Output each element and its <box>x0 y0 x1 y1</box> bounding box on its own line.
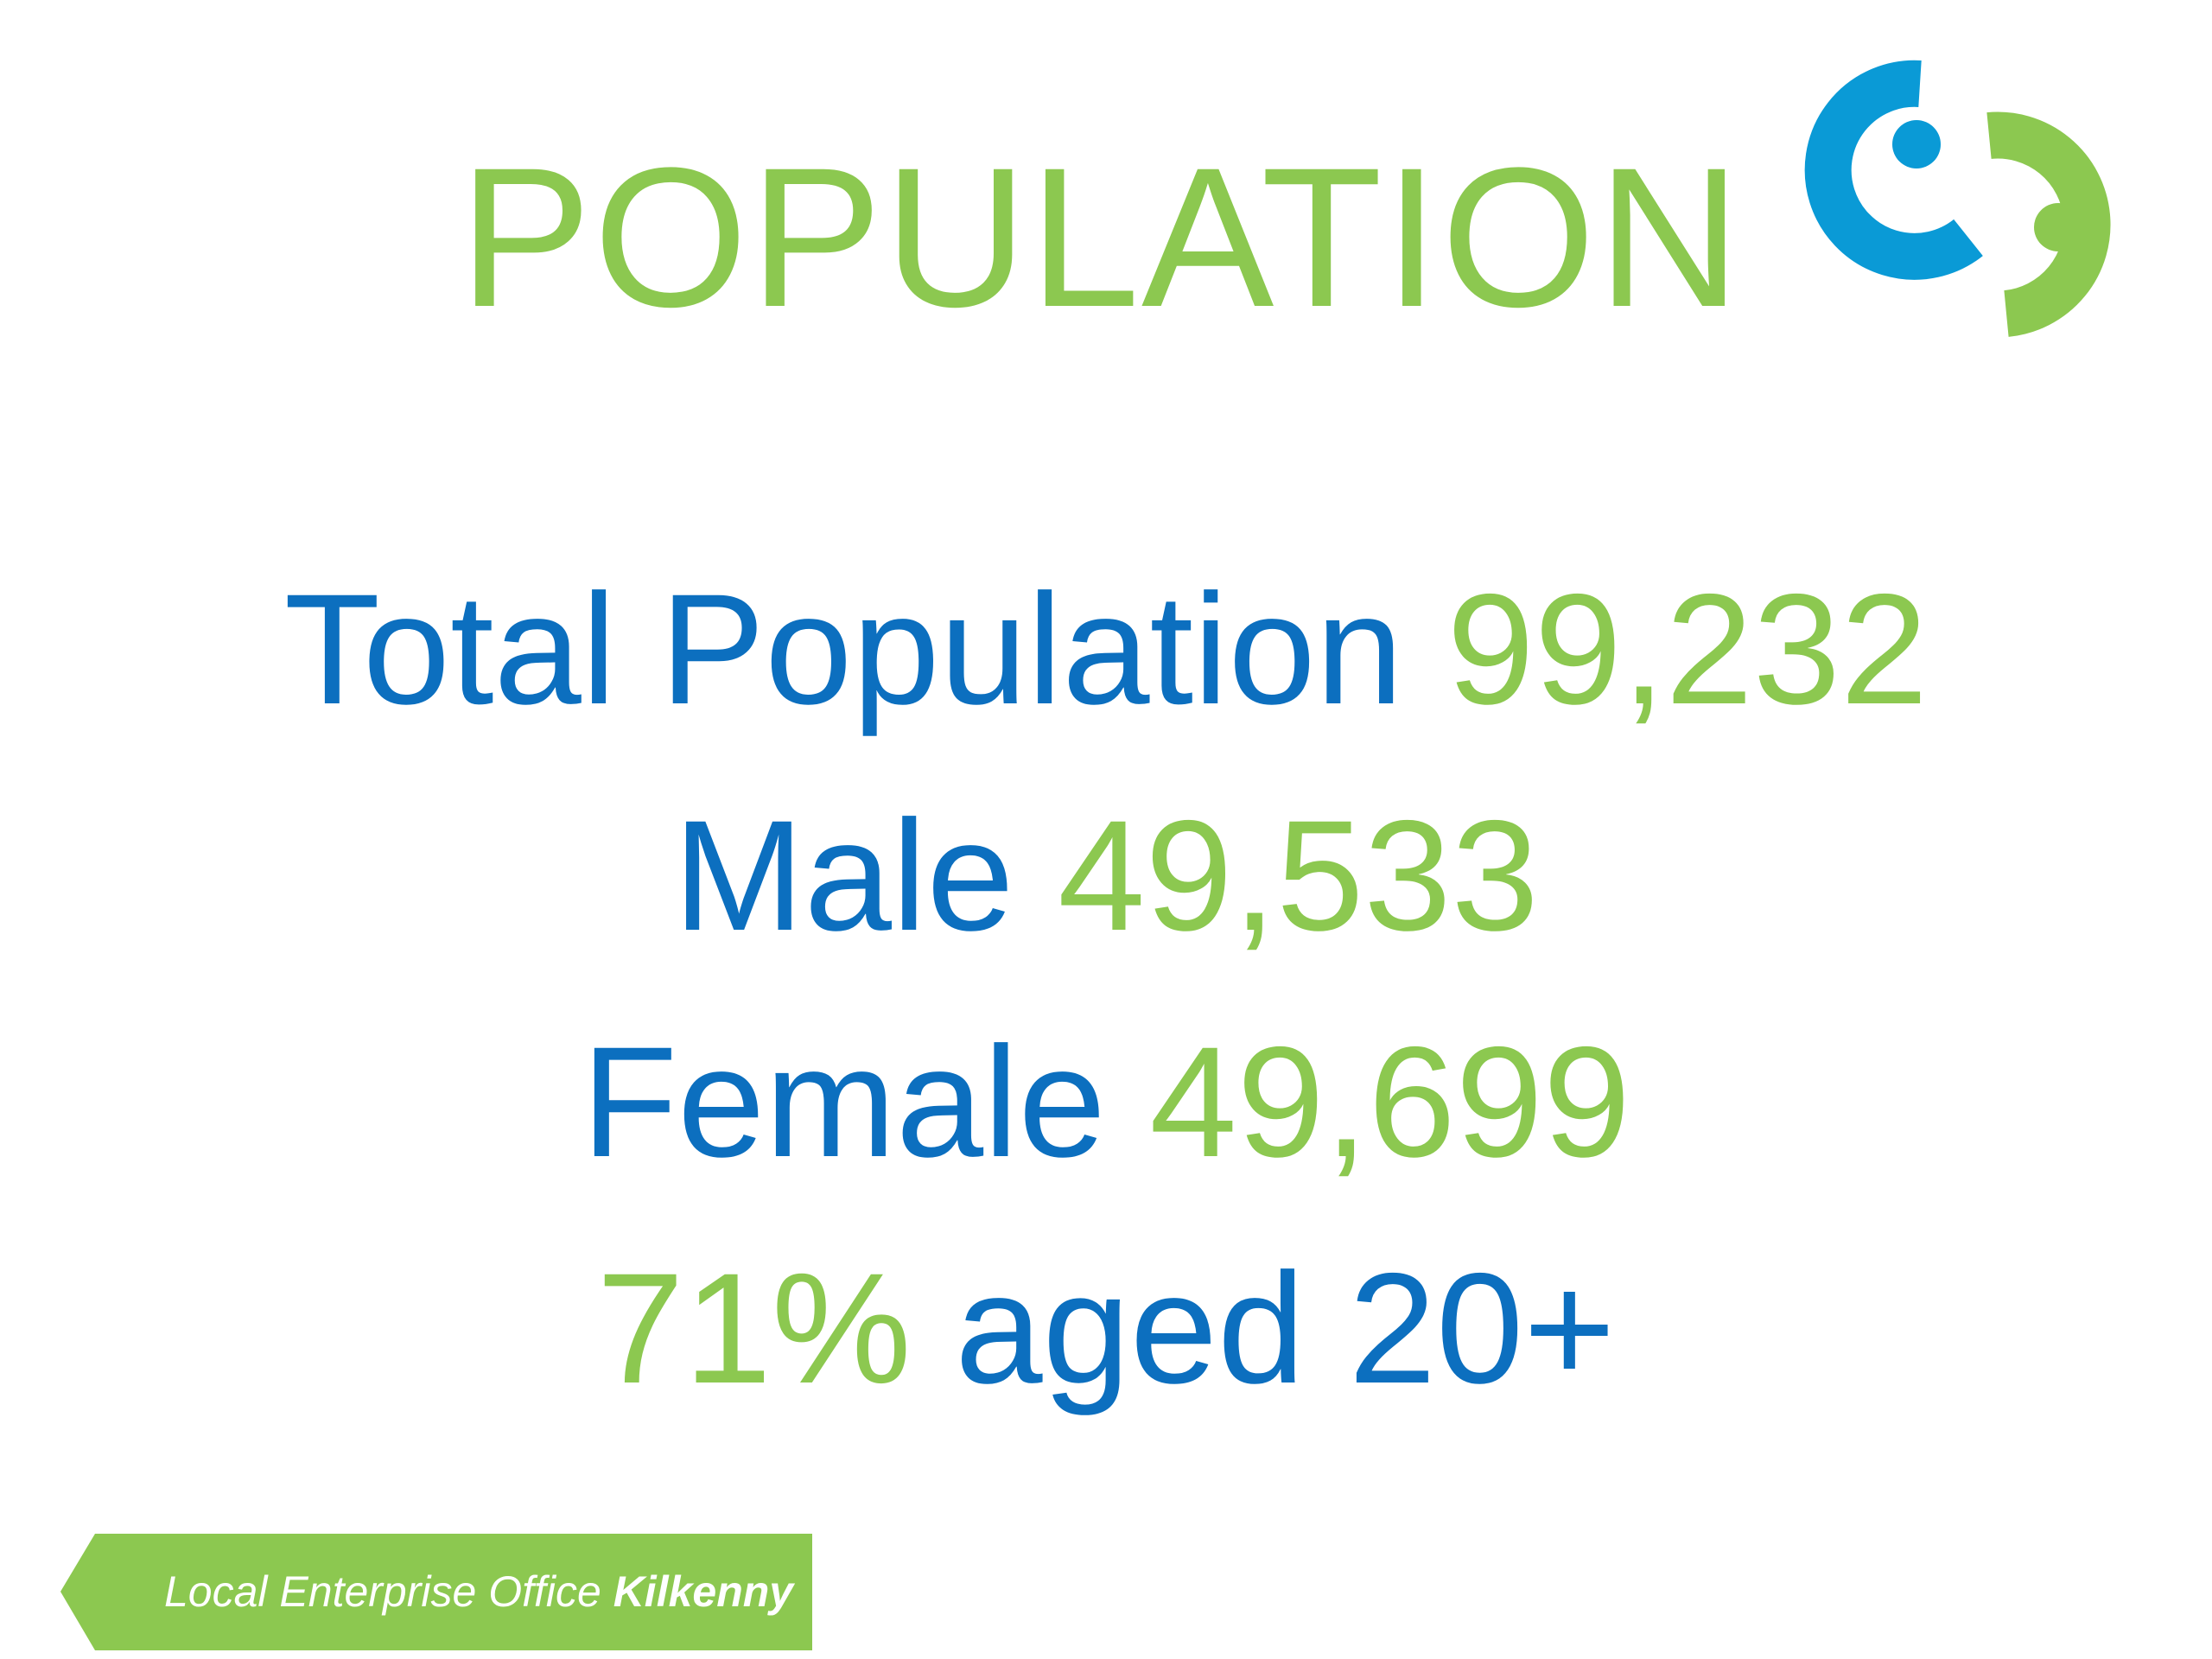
arrow-banner-icon <box>60 1534 812 1650</box>
title-text: POPULATION <box>459 126 1743 348</box>
footer-text-bold: Kilkenny <box>613 1567 794 1616</box>
female-value: 49,699 <box>1149 1014 1631 1190</box>
population-stats: Total Population 99,232 Male 49,533 Fema… <box>0 536 2212 1441</box>
aged-label: aged 20+ <box>955 1240 1616 1416</box>
female-label: Female <box>581 1014 1106 1190</box>
aged-percentage-value: 71% <box>596 1240 912 1416</box>
footer-text-regular: Local Enterprise Office <box>164 1567 613 1616</box>
total-population-label: Total Population <box>283 561 1403 737</box>
page-title: POPULATION <box>0 138 2212 337</box>
female-line: Female 49,699 <box>0 988 2212 1215</box>
male-line: Male 49,533 <box>0 762 2212 988</box>
total-population-line: Total Population 99,232 <box>0 536 2212 762</box>
footer-banner: Local Enterprise Office Kilkenny <box>60 1534 812 1650</box>
interlinked-rings-logo-icon <box>1789 39 2186 350</box>
footer-label: Local Enterprise Office Kilkenny <box>164 1534 821 1650</box>
male-label: Male <box>673 787 1014 963</box>
aged-line: 71% aged 20+ <box>0 1215 2212 1441</box>
male-value: 49,533 <box>1058 787 1539 963</box>
total-population-value: 99,232 <box>1446 561 1929 737</box>
